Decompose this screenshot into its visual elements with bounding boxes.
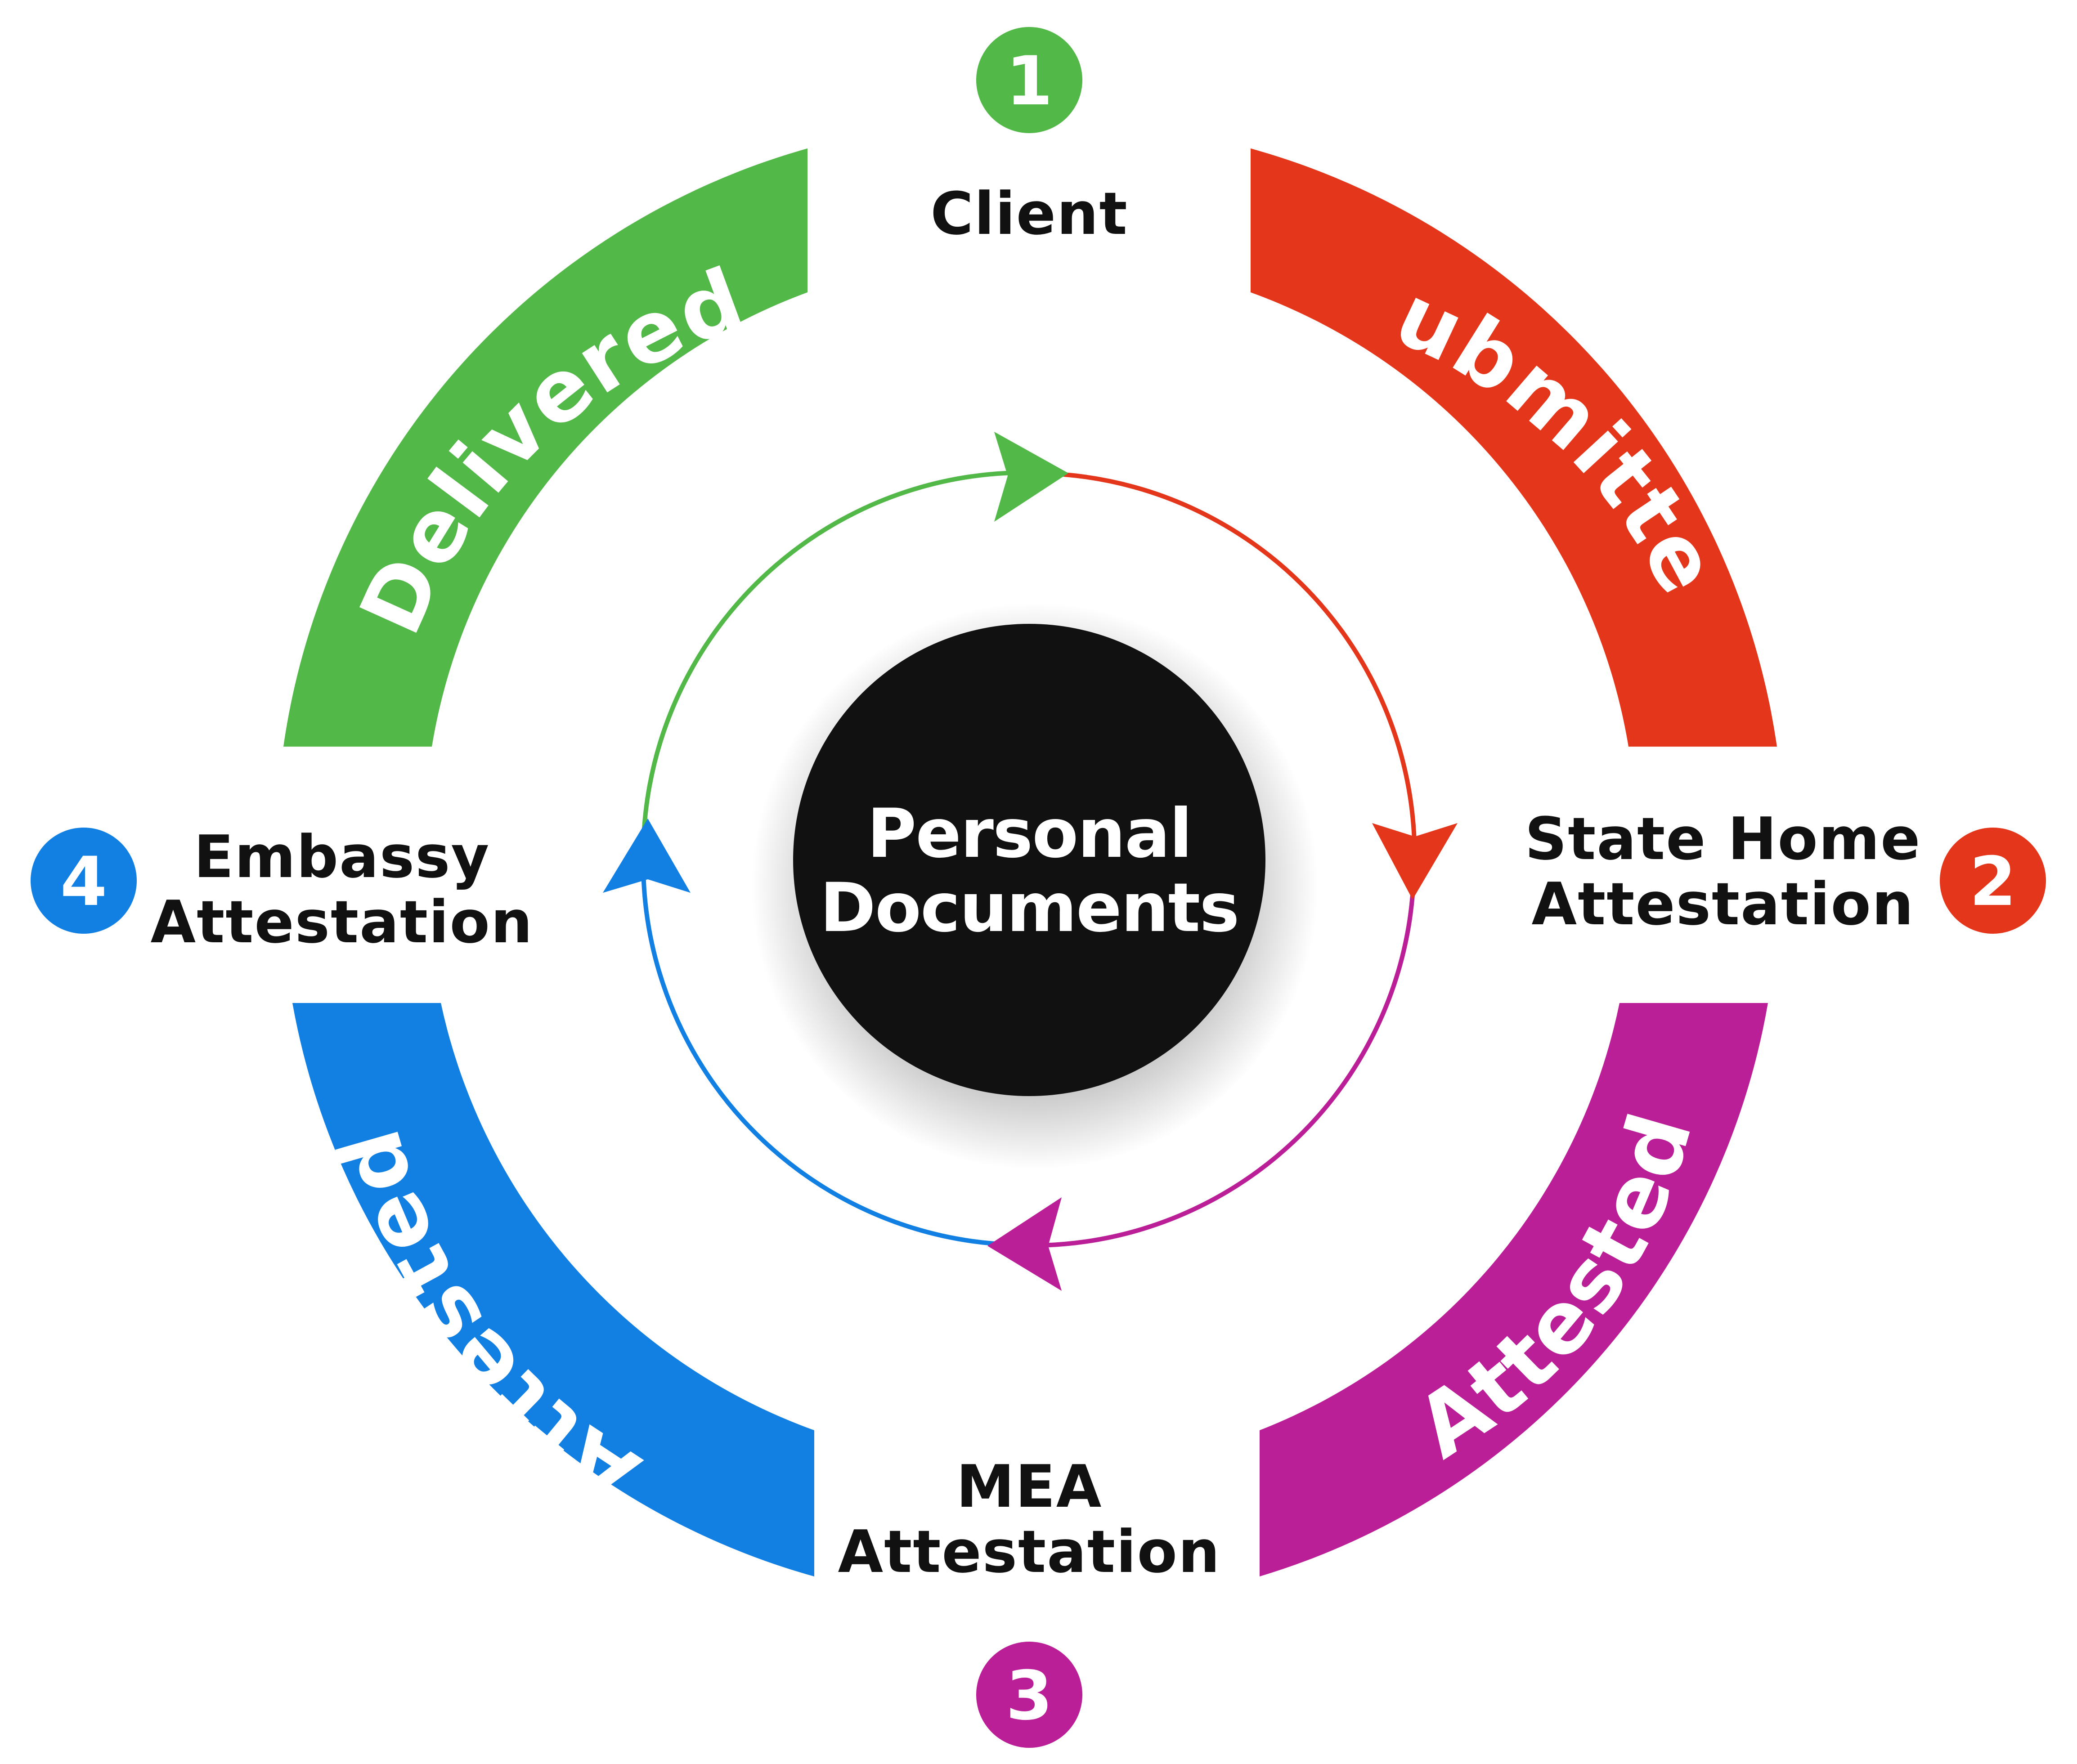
- step-2-number: 2: [1969, 843, 2016, 921]
- step-3-label-line1: MEA: [956, 1452, 1103, 1521]
- arc-band-attested-embassy: Attested: [292, 1003, 814, 1576]
- arc-delivered-shape: [283, 148, 807, 747]
- center-circle: [793, 624, 1265, 1096]
- svg-text:Attested: Attested: [1400, 1101, 1712, 1477]
- arc-label-attested-mea: Attested: [1400, 1101, 1710, 1477]
- step-1-badge: [976, 27, 1082, 133]
- arc-attested-embassy-shape: [292, 1003, 814, 1576]
- step-2-label-line2: Attestation: [1532, 870, 1915, 938]
- ring-segment-green: [641, 470, 1064, 860]
- ring-segment-red: [1063, 472, 1417, 895]
- step-client: 1 Client: [930, 27, 1128, 248]
- step-4-label-line2: Attestation: [151, 888, 534, 956]
- step-4-badge: [31, 828, 137, 934]
- step-3-number: 3: [1006, 1657, 1053, 1735]
- arc-band-delivered: Delivered: [283, 148, 807, 747]
- step-2-label-line1: State Home: [1525, 805, 1921, 873]
- cycle-ring: [603, 432, 1458, 1291]
- step-2-badge: [1940, 828, 2046, 934]
- center-label-line1: Personal: [867, 795, 1191, 873]
- arrow-head-magenta-icon: [987, 1197, 1062, 1291]
- center-label-line2: Documents: [820, 869, 1238, 947]
- step-3-badge: [976, 1642, 1082, 1748]
- step-1-number: 1: [1006, 42, 1053, 121]
- arc-attested-mea-shape: [1260, 1003, 1768, 1576]
- arc-band-attested-mea: Attested: [1260, 1003, 1768, 1576]
- step-mea-attestation: 3 MEA Attestation: [838, 1452, 1221, 1748]
- step-state-home-attestation: 2 State Home Attestation: [1525, 805, 2046, 938]
- arc-band-submitted: Submitted: [0, 0, 1777, 747]
- ring-segment-blue: [641, 859, 995, 1246]
- step-embassy-attestation: 4 Embassy Attestation: [31, 823, 534, 956]
- step-4-label-line1: Embassy: [194, 823, 490, 891]
- arrow-head-green-icon: [994, 432, 1068, 522]
- ring-segment-magenta: [994, 895, 1415, 1248]
- step-1-label: Client: [930, 179, 1128, 248]
- arrow-head-blue-icon: [603, 819, 691, 893]
- center-node: Personal Documents: [751, 603, 1318, 1169]
- step-3-label-line2: Attestation: [838, 1518, 1221, 1586]
- arrow-head-red-icon: [1372, 823, 1458, 900]
- step-4-number: 4: [60, 843, 107, 921]
- arc-submitted-shape: [1251, 148, 1777, 747]
